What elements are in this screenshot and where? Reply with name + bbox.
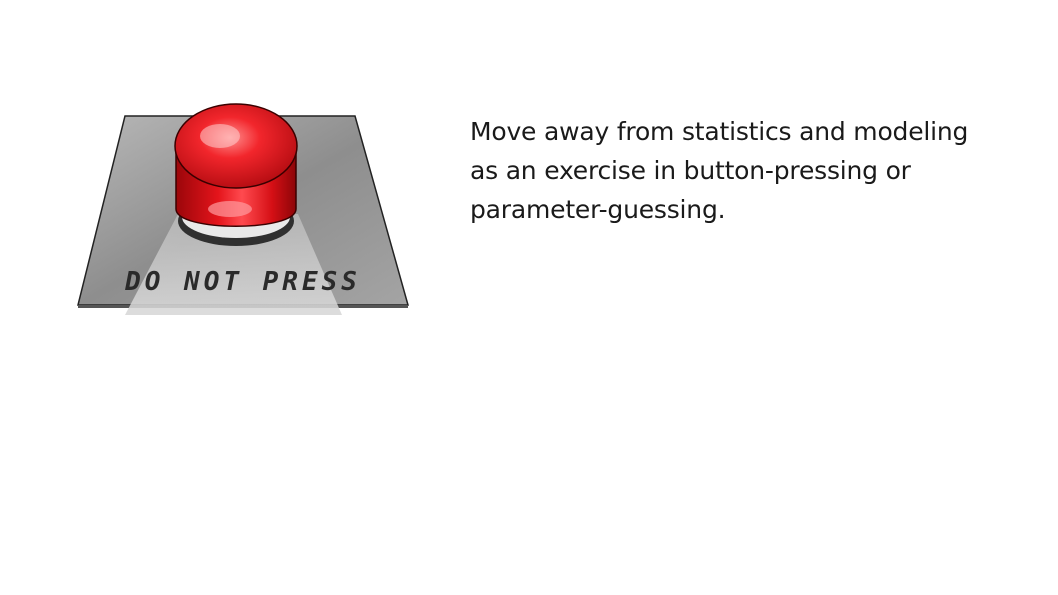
slide-caption: Move away from statistics and modeling a… [470, 112, 1030, 229]
caption-line: as an exercise in button-pressing or [470, 156, 911, 185]
stencil-label: DO NOT PRESS [124, 267, 361, 297]
caption-line: parameter-guessing. [470, 195, 726, 224]
caption-line: Move away from statistics and modeling [470, 117, 969, 146]
red-button-icon: DO NOT PRESS [77, 103, 409, 315]
do-not-press-illustration: DO NOT PRESS [70, 96, 420, 321]
